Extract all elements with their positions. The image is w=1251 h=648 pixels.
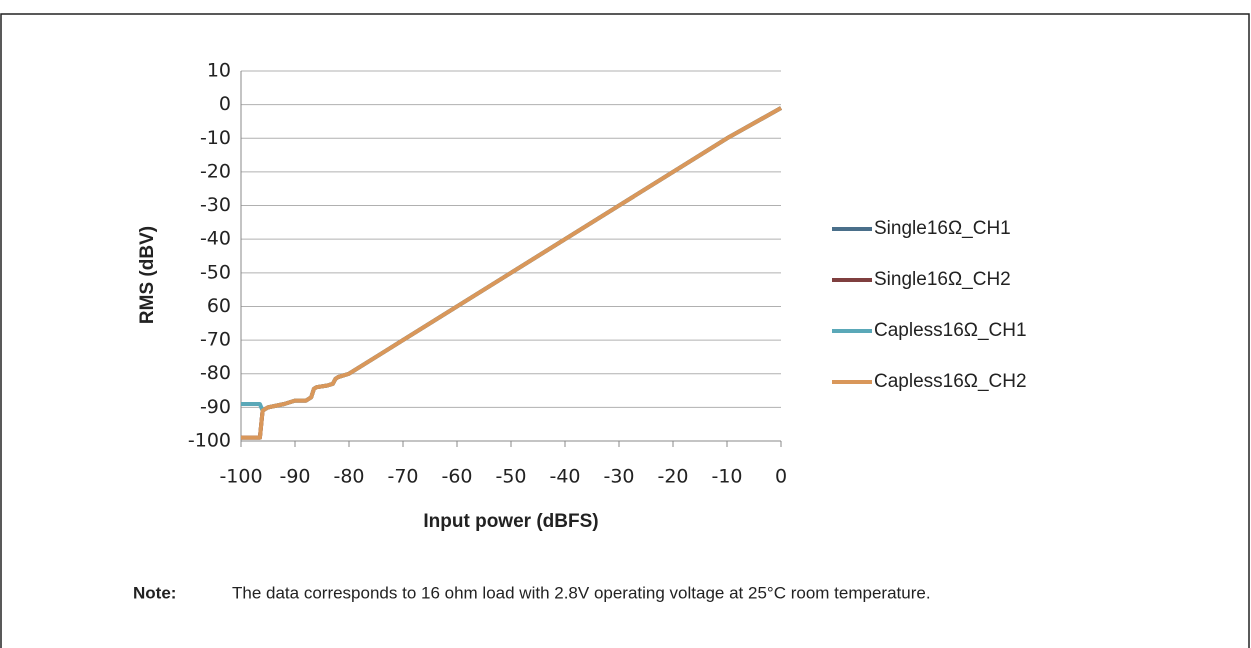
y-tick-label: -80 [200,362,231,384]
x-tick-label: -100 [219,466,262,488]
y-tick-label: -50 [200,261,231,283]
legend-label: Single16Ω_CH1 [874,218,1011,239]
note-label: Note: [133,583,176,602]
x-tick-label: -80 [333,466,364,488]
frame [0,13,1250,648]
x-tick-label: -20 [657,466,688,488]
x-tick-label: 0 [775,466,787,488]
x-tick-label: -10 [711,466,742,488]
y-tick-label: 10 [207,60,231,82]
y-tick-label: -20 [200,160,231,182]
y-tick-label: -30 [200,194,231,216]
x-tick-label: -40 [549,466,580,488]
y-tick-label: -10 [200,127,231,149]
y-tick-label: 60 [207,295,231,317]
y-tick-label: -90 [200,396,231,418]
x-tick-label: -60 [441,466,472,488]
y-tick-label: -70 [200,329,231,351]
y-tick-label: 0 [219,93,231,115]
y-tick-label: -40 [200,228,231,250]
x-tick-label: -70 [387,466,418,488]
x-axis-title: Input power (dBFS) [423,511,598,532]
x-tick-label: -50 [495,466,526,488]
x-tick-label: -30 [603,466,634,488]
legend-label: Capless16Ω_CH1 [874,320,1027,341]
x-tick-label: -90 [279,466,310,488]
note-text: The data corresponds to 16 ohm load with… [232,583,931,602]
y-tick-label: -100 [188,430,231,452]
legend-label: Capless16Ω_CH2 [874,371,1027,392]
legend-label: Single16Ω_CH2 [874,269,1011,290]
y-axis-title: RMS (dBV) [137,226,158,324]
series-line [241,106,782,440]
